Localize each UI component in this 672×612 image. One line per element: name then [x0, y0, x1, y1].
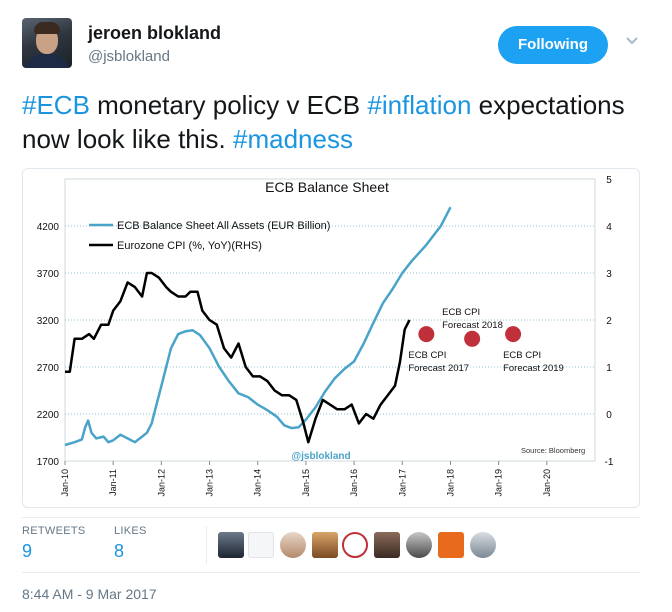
following-button[interactable]: Following — [498, 26, 608, 64]
tweet-text-segment: expectations now look like this. — [22, 90, 625, 154]
tweet-timestamp[interactable]: 8:44 AM - 9 Mar 2017 — [22, 586, 157, 602]
y-tick-label-left: 3700 — [37, 269, 60, 280]
y-tick-label-left: 2700 — [37, 363, 60, 374]
cpi-line — [65, 271, 411, 444]
liker-avatar[interactable] — [218, 532, 244, 558]
y-tick-label-right: 4 — [606, 222, 612, 233]
forecast-dot — [505, 326, 522, 343]
hashtag-link[interactable]: #inflation — [367, 90, 472, 120]
forecast-label: Forecast 2018 — [442, 320, 503, 331]
retweets-stat[interactable]: RETWEETS 9 — [22, 525, 86, 562]
avatar-shirt — [24, 54, 70, 68]
x-tick-label: Jan-13 — [205, 469, 215, 497]
liker-avatar[interactable] — [248, 532, 274, 558]
legend-label: Eurozone CPI (%, YoY)(RHS) — [117, 240, 262, 252]
y-tick-label-left: 4200 — [37, 222, 60, 233]
liker-avatar[interactable] — [280, 532, 306, 558]
y-tick-label-right: -1 — [605, 457, 614, 468]
forecast-label: Forecast 2017 — [408, 363, 469, 374]
y-tick-label-right: 1 — [606, 363, 612, 374]
retweets-label: RETWEETS — [22, 525, 86, 537]
x-tick-label: Jan-15 — [301, 469, 311, 497]
x-tick-label: Jan-12 — [156, 469, 166, 497]
x-tick-label: Jan-14 — [253, 469, 263, 497]
forecast-label: ECB CPI — [442, 307, 480, 318]
forecast-label: Forecast 2019 — [503, 363, 564, 374]
hashtag-link[interactable]: #madness — [232, 124, 353, 154]
tweet-media-chart[interactable]: 4200 3700 3200 2700 2200 1700 5 4 3 2 1 0 -1 Jan-10 Ja… — [22, 168, 640, 508]
legend-label: ECB Balance Sheet All Assets (EUR Billio… — [117, 220, 330, 232]
likes-count: 8 — [114, 541, 125, 561]
y-tick-label-right: 3 — [606, 269, 612, 280]
stats-divider — [206, 526, 207, 564]
y-tick-label-right: 5 — [606, 175, 612, 186]
hashtag-link[interactable]: #ECB — [22, 90, 90, 120]
likes-stat[interactable]: LIKES 8 — [114, 525, 147, 562]
x-tick-label: Jan-20 — [542, 469, 552, 497]
liker-avatar[interactable] — [438, 532, 464, 558]
avatar-hair — [34, 22, 60, 34]
author-handle[interactable]: @jsblokland — [88, 48, 170, 65]
y-tick-label-right: 0 — [606, 410, 612, 421]
chart-svg: 4200 3700 3200 2700 2200 1700 5 4 3 2 1 0 -1 Jan-10 Ja… — [37, 175, 614, 497]
liker-avatar[interactable] — [406, 532, 432, 558]
forecast-dot — [464, 330, 481, 347]
chart-title: ECB Balance Sheet — [265, 179, 389, 195]
liker-avatar[interactable] — [312, 532, 338, 558]
liker-avatar[interactable] — [374, 532, 400, 558]
balance-sheet-line — [64, 206, 452, 447]
tweet-text: #ECB monetary policy v ECB #inflation ex… — [22, 88, 662, 156]
x-tick-label: Jan-19 — [494, 469, 504, 497]
forecast-dot — [418, 326, 435, 343]
x-tick-label: Jan-10 — [60, 469, 70, 497]
liker-avatar[interactable] — [470, 532, 496, 558]
y-tick-label-right: 2 — [606, 316, 612, 327]
x-tick-label: Jan-16 — [349, 469, 359, 497]
tweet-stats: RETWEETS 9 LIKES 8 — [22, 517, 640, 573]
x-tick-label: Jan-17 — [397, 469, 407, 497]
chevron-down-icon[interactable] — [625, 34, 639, 48]
likes-label: LIKES — [114, 525, 147, 537]
x-tick-label: Jan-18 — [445, 469, 455, 497]
y-tick-label-left: 1700 — [37, 457, 60, 468]
forecast-label: ECB CPI — [503, 350, 541, 361]
x-tick-label: Jan-11 — [108, 469, 118, 496]
y-tick-label-left: 3200 — [37, 316, 60, 327]
y-tick-label-left: 2200 — [37, 410, 60, 421]
author-avatar[interactable] — [22, 18, 72, 68]
chart-source: Source: Bloomberg — [521, 446, 585, 455]
watermark: @jsblokland — [291, 451, 350, 462]
tweet-text-segment: monetary policy v ECB — [89, 90, 368, 120]
author-name[interactable]: jeroen blokland — [88, 23, 222, 43]
forecast-label: ECB CPI — [408, 350, 446, 361]
liker-avatar[interactable] — [342, 532, 368, 558]
retweets-count: 9 — [22, 541, 33, 561]
